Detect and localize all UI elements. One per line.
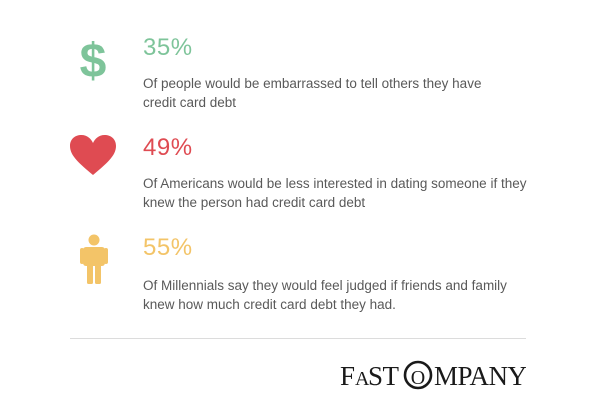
svg-text:MPANY: MPANY: [434, 361, 526, 391]
stat-description: Of Americans would be less interested in…: [143, 176, 527, 210]
dollar-sign-icon: $: [80, 36, 107, 82]
svg-text:F: F: [340, 361, 355, 391]
svg-text:ST: ST: [368, 361, 400, 391]
stat-percent: 35%: [143, 34, 193, 61]
stat-percent: 55%: [143, 234, 193, 261]
stat-description: Of Millennials say they would feel judge…: [143, 278, 507, 312]
divider: [70, 338, 526, 339]
fast-company-logo: F A ST O MPANY: [340, 360, 526, 391]
svg-text:O: O: [411, 367, 425, 389]
person-icon: [80, 234, 108, 284]
heart-icon: [70, 135, 116, 175]
svg-text:$: $: [80, 36, 107, 82]
stat-percent: 49%: [143, 134, 193, 161]
svg-text:A: A: [355, 368, 370, 390]
stat-description: Of people would be embarrassed to tell o…: [143, 76, 482, 110]
